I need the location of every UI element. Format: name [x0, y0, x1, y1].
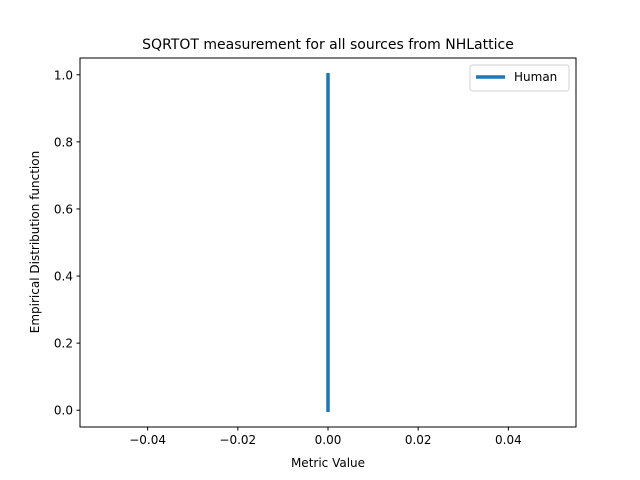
- legend: Human: [469, 64, 570, 92]
- y-tick-label: 0.2: [54, 337, 73, 351]
- x-tick-label: 0.02: [405, 433, 432, 447]
- chart-title: SQRTOT measurement for all sources from …: [142, 37, 514, 53]
- x-axis-label: Metric Value: [291, 456, 365, 470]
- y-tick-label: 0.8: [54, 135, 73, 149]
- x-tick-label: 0.04: [495, 433, 522, 447]
- x-tick-label: −0.04: [129, 433, 166, 447]
- x-axis-ticks: −0.04 −0.02 0.00 0.02 0.04: [129, 427, 522, 447]
- legend-box: [469, 64, 570, 92]
- x-tick-label: 0.00: [315, 433, 342, 447]
- legend-label: Human: [514, 70, 557, 84]
- y-tick-label: 0.4: [54, 270, 73, 284]
- x-tick-label: −0.02: [219, 433, 256, 447]
- y-tick-label: 1.0: [54, 68, 73, 82]
- y-axis-ticks: 0.0 0.2 0.4 0.6 0.8 1.0: [54, 68, 80, 418]
- y-tick-label: 0.6: [54, 202, 73, 216]
- y-tick-label: 0.0: [54, 404, 73, 418]
- y-axis-label: Empirical Distribution function: [28, 151, 42, 333]
